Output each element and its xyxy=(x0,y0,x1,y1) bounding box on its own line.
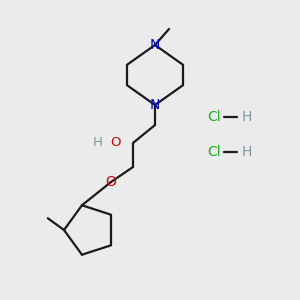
Text: H: H xyxy=(242,110,252,124)
Text: O: O xyxy=(106,175,116,189)
Text: O: O xyxy=(110,136,121,148)
Text: H: H xyxy=(93,136,103,148)
Text: N: N xyxy=(150,98,160,112)
Text: Cl: Cl xyxy=(207,110,220,124)
Text: N: N xyxy=(150,38,160,52)
Text: H: H xyxy=(242,145,252,159)
Text: Cl: Cl xyxy=(207,145,220,159)
